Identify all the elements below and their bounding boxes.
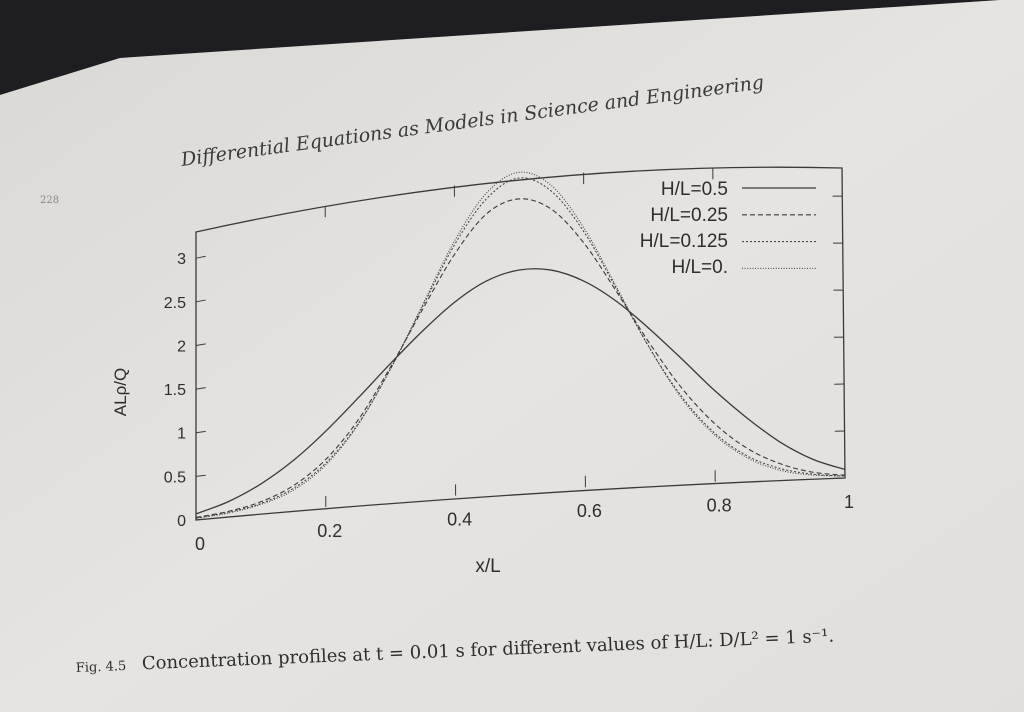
x-tick-label: 1 bbox=[844, 492, 854, 512]
y-tick-mark bbox=[195, 387, 206, 390]
x-tick-label: 0.6 bbox=[577, 501, 602, 521]
page-number: 228 bbox=[40, 195, 59, 206]
y-tick-mark bbox=[195, 430, 206, 434]
legend-label: H/L=0.25 bbox=[650, 205, 728, 226]
legend-label: H/L=0.125 bbox=[640, 231, 728, 252]
x-tick-label: 0 bbox=[195, 534, 205, 554]
x-tick-label: 0.8 bbox=[707, 496, 732, 516]
x-axis-label: x/L bbox=[475, 556, 500, 577]
legend: H/L=0.5 H/L=0.25 H/L=0.125 H/L=0. bbox=[640, 179, 816, 278]
y-tick-label: 2.5 bbox=[164, 295, 186, 312]
y-tick-mark bbox=[195, 343, 206, 346]
legend-label: H/L=0. bbox=[671, 257, 728, 278]
y-tick-mark bbox=[195, 518, 206, 521]
y-tick-mark bbox=[195, 299, 206, 303]
x-tick-label: 0.2 bbox=[317, 521, 342, 541]
series-line-2 bbox=[195, 198, 846, 518]
axis-ticks: 0 0.2 0.4 0.6 0.8 1 0 0.5 1 1.5 2 2.5 3 bbox=[164, 167, 854, 554]
x-tick-label: 0.4 bbox=[447, 510, 472, 530]
caption-label: Fig. 4.5 bbox=[76, 659, 127, 676]
series-layer bbox=[195, 171, 846, 519]
y-tick-label: 1 bbox=[177, 426, 186, 443]
y-tick-label: 1.5 bbox=[164, 382, 186, 399]
y-tick-mark bbox=[195, 255, 206, 259]
y-tick-label: 0.5 bbox=[164, 469, 186, 486]
y-axis-label: ALρ/Q bbox=[111, 368, 130, 416]
y-tick-mark bbox=[195, 474, 206, 477]
series-line-3 bbox=[195, 177, 846, 519]
y-tick-label: 2 bbox=[177, 338, 186, 355]
series-line-1 bbox=[195, 268, 846, 515]
series-line-4 bbox=[195, 171, 846, 519]
concentration-chart: 00.20.4 0.6 0.8 100.511.522.53 H/L=0.5H/L=0… bbox=[111, 166, 854, 577]
y-tick-label: 3 bbox=[177, 251, 186, 268]
y-tick-label: 0 bbox=[177, 513, 186, 530]
legend-label: H/L=0.5 bbox=[661, 179, 728, 200]
